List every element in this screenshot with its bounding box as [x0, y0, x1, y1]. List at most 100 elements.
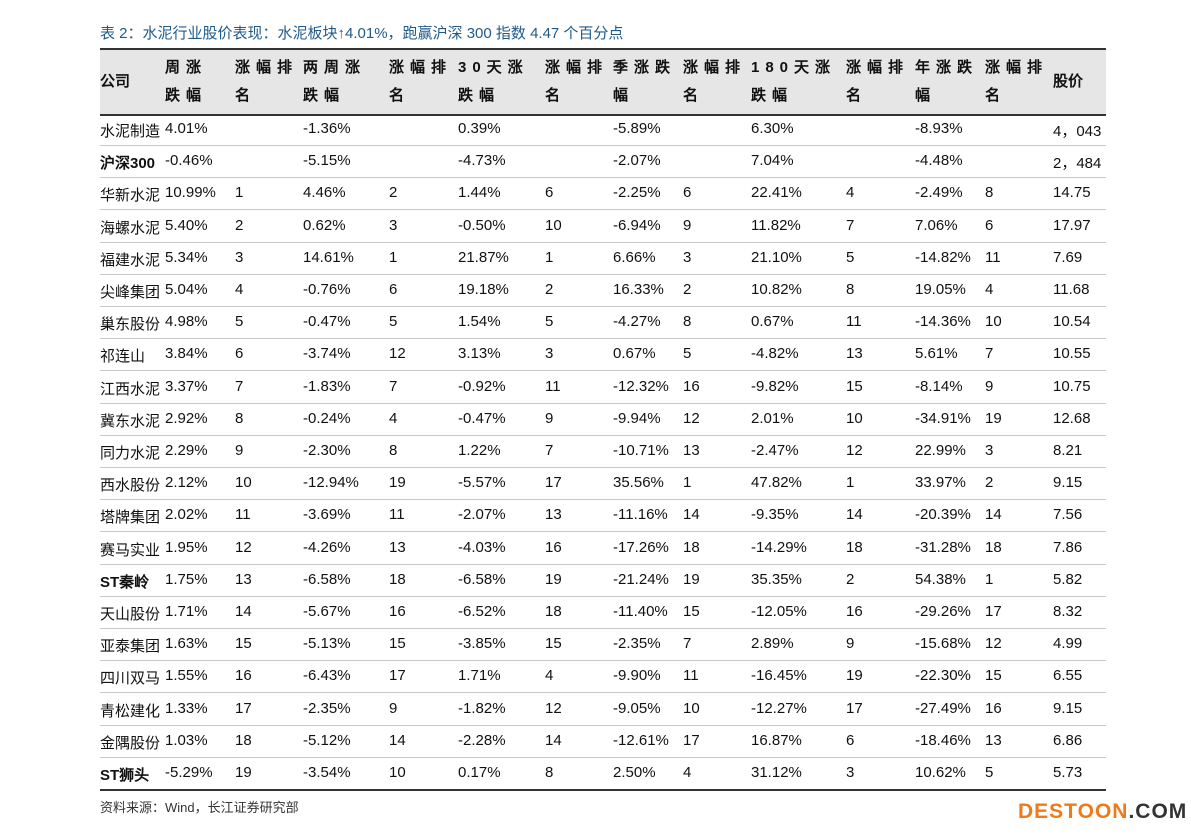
table-cell: -11.16%	[613, 506, 668, 524]
table-row: 同力水泥 2.29% 9 -2.30% 8 1.22% 7 -10.71% 13 -2.47% 12…	[100, 435, 1106, 468]
table-row: 祁连山 3.84% 6 -3.74% 12 3.13% 3 0.67% 5 -4.82% 13 5.6…	[100, 338, 1106, 372]
table-cell: -4.27%	[613, 313, 661, 331]
table-row: 水泥制造 4.01% -1.36% 0.39% -5.89% 6.30% -8.93% 4，0…	[100, 113, 1106, 146]
table-cell: -4.73%	[458, 152, 506, 170]
table-cell: 7.69	[1053, 248, 1083, 266]
table-cell: -29.26%	[915, 603, 971, 620]
table-row: 沪深300 -0.46% -5.15% -4.73% -2.07% 7.04% -4.48%…	[100, 145, 1106, 179]
table-cell: 14	[683, 506, 700, 524]
table-cell: 4，043	[1053, 123, 1102, 140]
table-cell: 1	[545, 248, 554, 266]
table-cell: -2.49%	[915, 184, 963, 202]
table-cell: 13	[389, 538, 406, 556]
table-cell: 18	[683, 538, 700, 556]
table-cell: 7.86	[1053, 538, 1083, 556]
table-cell: 19	[846, 667, 863, 685]
table-cell: 15	[389, 635, 406, 653]
table-cell: 14	[545, 731, 562, 749]
table-cell: 10.55	[1053, 345, 1091, 363]
table-cell: 22.99%	[915, 442, 966, 459]
source-note: 资料来源：Wind，长江证券研究部	[100, 800, 299, 815]
table-row: 四川双马 1.55% 16 -6.43% 17 1.71% 4 -9.90% 11 -16.45%…	[100, 660, 1106, 694]
table-cell: -22.30%	[915, 667, 971, 685]
table-cell: -3.69%	[303, 506, 351, 524]
table-cell: 11	[545, 377, 561, 395]
table-cell: -21.24%	[613, 570, 669, 588]
table-row: 青松建化 1.33% 17 -2.35% 9 -1.82% 12 -9.05% 10 -12.27…	[100, 693, 1106, 726]
company-name: 天山股份	[100, 606, 161, 623]
table-cell: -31.28%	[915, 538, 971, 556]
table-cell: 0.17%	[458, 764, 501, 781]
company-name: 水泥制造	[100, 123, 161, 140]
table-cell: 16.87%	[751, 731, 802, 749]
table-cell: 4.98%	[165, 313, 208, 331]
table-cell: 3.37%	[165, 377, 208, 395]
table-cell: -2.35%	[613, 635, 661, 653]
company-name: 福建水泥	[100, 251, 161, 269]
table-cell: 10.62%	[915, 764, 966, 781]
table-cell: -0.24%	[303, 409, 351, 427]
table-row: 福建水泥 5.34% 3 14.61% 1 21.87% 1 6.66% 3 21.10% 5 -14…	[100, 242, 1106, 275]
table-cell: -9.05%	[613, 699, 661, 717]
company-name: 塔牌集团	[100, 509, 161, 527]
table-cell: 11.82%	[751, 216, 801, 234]
table-cell: 2.02%	[165, 506, 208, 524]
table-cell: 1	[235, 184, 244, 202]
table-cell: 1.54%	[458, 313, 501, 331]
table-cell: 19	[235, 764, 252, 781]
table-cell: -12.32%	[613, 377, 669, 395]
table-cell: 19	[985, 409, 1002, 427]
table-cell: 1.03%	[165, 731, 208, 749]
table-cell: -9.90%	[613, 667, 661, 685]
table-cell: -14.82%	[915, 248, 971, 266]
table-cell: 17	[545, 474, 562, 492]
table-cell: 13	[985, 731, 1002, 749]
table-cell: 7.04%	[751, 152, 794, 170]
table-cell: 8	[235, 409, 244, 427]
table-cell: 1	[389, 248, 398, 266]
table-cell: 4.46%	[303, 184, 346, 202]
table-bottom-rule	[100, 789, 1106, 791]
table-cell: 11	[985, 248, 1001, 266]
table-cell: 12	[985, 635, 1002, 653]
table-cell: 21.87%	[458, 248, 509, 266]
table-cell: 15	[683, 603, 700, 620]
table-cell: 6.86	[1053, 731, 1083, 749]
table-cell: 11	[683, 667, 699, 685]
table-cell: 18	[235, 731, 252, 749]
table-cell: -3.54%	[303, 764, 351, 781]
table-cell: 10	[389, 764, 406, 781]
table-cell: 12	[389, 345, 406, 363]
table-cell: -6.58%	[303, 570, 351, 588]
table-cell: 17	[846, 699, 863, 717]
table-cell: 7.06%	[915, 216, 958, 234]
table-cell: 19	[545, 570, 562, 588]
table-cell: 17	[235, 699, 252, 717]
table-cell: 6	[683, 184, 692, 202]
table-cell: 16	[683, 377, 700, 395]
table-cell: -5.13%	[303, 635, 351, 653]
table-cell: 18	[389, 570, 406, 588]
table-cell: 9.15	[1053, 474, 1083, 492]
table-cell: -3.74%	[303, 345, 351, 363]
company-name: 亚泰集团	[100, 638, 161, 656]
table-cell: 2.01%	[751, 409, 794, 427]
table-cell: 9	[235, 442, 244, 459]
company-name: 沪深300	[100, 155, 156, 173]
company-name: 海螺水泥	[100, 219, 161, 237]
column-header: 涨幅排名	[545, 59, 609, 104]
table-cell: 1.63%	[165, 635, 208, 653]
table-cell: 16	[545, 538, 562, 556]
column-header: 涨幅排名	[985, 59, 1049, 104]
table-cell: 21.10%	[751, 248, 802, 266]
table-cell: -5.89%	[613, 120, 661, 137]
table-cell: 8	[389, 442, 398, 459]
table-cell: 2	[235, 216, 244, 234]
company-name: 祁连山	[100, 348, 146, 366]
table-cell: -9.94%	[613, 409, 661, 427]
table-cell: 2.29%	[165, 442, 208, 459]
table-cell: -2.47%	[751, 442, 799, 459]
table-cell: -5.57%	[458, 474, 506, 492]
table-cell: -5.12%	[303, 731, 351, 749]
table-cell: 17	[389, 667, 406, 685]
